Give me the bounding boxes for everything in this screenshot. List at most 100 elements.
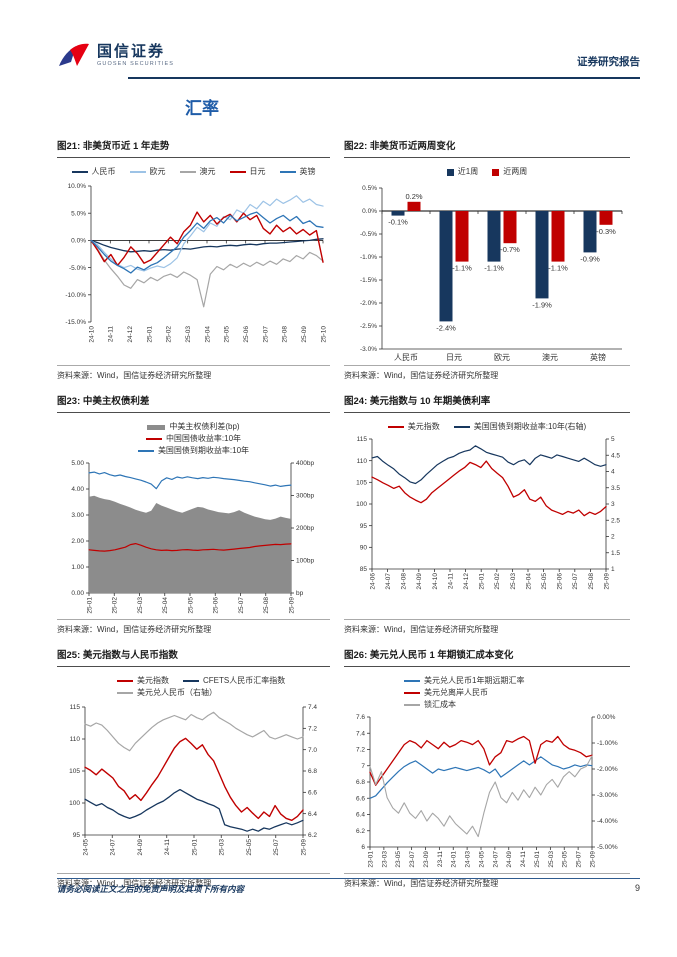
svg-text:24-11: 24-11 bbox=[520, 851, 527, 868]
svg-text:25-04: 25-04 bbox=[525, 573, 532, 590]
svg-text:6.6: 6.6 bbox=[356, 795, 365, 802]
legend-swatch-icon bbox=[387, 426, 404, 428]
svg-text:-0.1%: -0.1% bbox=[388, 218, 408, 227]
svg-text:3.5: 3.5 bbox=[611, 485, 620, 492]
svg-text:23-05: 23-05 bbox=[395, 851, 402, 868]
svg-text:5.0%: 5.0% bbox=[71, 210, 86, 217]
figure-22-title: 图22: 非美货币近两周变化 bbox=[344, 138, 630, 158]
svg-text:25-07: 25-07 bbox=[572, 573, 579, 590]
legend-label: 美国国债到期收益率:10年(右轴) bbox=[473, 422, 587, 431]
svg-text:24-10: 24-10 bbox=[432, 573, 439, 590]
svg-text:25-10: 25-10 bbox=[320, 326, 327, 343]
svg-text:-1.1%: -1.1% bbox=[484, 264, 504, 273]
figure-21-chart: 10.0% 5.0% 0.0% -5.0% -10.0% -15.0%24-10 24-11… bbox=[65, 183, 327, 343]
svg-text:25-07: 25-07 bbox=[238, 597, 245, 614]
svg-text:-0.5%: -0.5% bbox=[360, 231, 377, 238]
svg-text:7.4: 7.4 bbox=[308, 704, 317, 711]
svg-text:24-09: 24-09 bbox=[416, 573, 423, 590]
svg-text:7.6: 7.6 bbox=[356, 714, 365, 721]
svg-text:25-07: 25-07 bbox=[262, 326, 269, 343]
svg-text:25-02: 25-02 bbox=[166, 326, 173, 343]
svg-text:-2.5%: -2.5% bbox=[360, 323, 377, 330]
legend-item: 中美主权债利差(bp) bbox=[147, 421, 240, 433]
legend-label: 日元 bbox=[249, 167, 266, 176]
header-divider bbox=[128, 77, 640, 79]
legend-label: 人民币 bbox=[91, 167, 116, 176]
svg-text:1.00: 1.00 bbox=[71, 564, 84, 571]
legend-item: 美国国债到期收益率:10年(右轴) bbox=[453, 421, 587, 433]
svg-text:人民币: 人民币 bbox=[394, 353, 418, 362]
legend-label: 美元指数 bbox=[407, 422, 440, 431]
legend-swatch-icon bbox=[279, 171, 296, 173]
svg-text:-5.0%: -5.0% bbox=[69, 265, 86, 272]
svg-text:95: 95 bbox=[73, 832, 81, 839]
svg-text:-15.0%: -15.0% bbox=[65, 319, 86, 326]
legend-swatch-icon bbox=[404, 680, 420, 682]
legend-item: 美元指数 bbox=[387, 421, 440, 433]
legend-swatch-icon bbox=[183, 680, 199, 682]
svg-text:-2.4%: -2.4% bbox=[436, 323, 456, 332]
svg-text:6.2: 6.2 bbox=[308, 832, 317, 839]
svg-text:6.4: 6.4 bbox=[308, 811, 317, 818]
svg-text:7.2: 7.2 bbox=[308, 726, 317, 733]
svg-text:25-03: 25-03 bbox=[185, 326, 192, 343]
footer-disclaimer: 请务必阅读正文之后的免责声明及其项下所有内容 bbox=[57, 884, 245, 894]
svg-text:25-01: 25-01 bbox=[534, 851, 541, 868]
figure-23-chart: 5.00 4.00 3.00 2.00 1.00 0.00 400bp 300bp 200bp 1… bbox=[71, 460, 314, 614]
figure-21-legend: 人民币 欧元 澳元 日元 英镑 bbox=[57, 166, 330, 178]
svg-text:24-11: 24-11 bbox=[108, 326, 115, 343]
svg-text:1.5: 1.5 bbox=[611, 550, 620, 557]
svg-text:25-09: 25-09 bbox=[603, 573, 610, 590]
legend-swatch-icon bbox=[404, 704, 420, 706]
svg-text:25-08: 25-08 bbox=[588, 573, 595, 590]
legend-label: 中国国债收益率:10年 bbox=[165, 434, 242, 443]
svg-text:7.2: 7.2 bbox=[356, 747, 365, 754]
svg-text:-4.00%: -4.00% bbox=[597, 818, 618, 825]
svg-text:25-03: 25-03 bbox=[219, 839, 226, 856]
svg-text:0.0%: 0.0% bbox=[71, 238, 86, 245]
svg-text:300bp: 300bp bbox=[296, 493, 314, 500]
section-title: 汇率 bbox=[185, 99, 219, 118]
svg-text:200bp: 200bp bbox=[296, 525, 314, 532]
figure-25-title: 图25: 美元指数与人民币指数 bbox=[57, 647, 330, 667]
legend-swatch-icon bbox=[137, 450, 154, 452]
legend-label: 美元指数 bbox=[137, 676, 169, 685]
figure-26-legend: 美元兑人民币1年期远期汇率 美元兑离岸人民币 锁汇成本 bbox=[344, 675, 630, 711]
legend-label: 英镑 bbox=[299, 167, 316, 176]
svg-text:25-06: 25-06 bbox=[243, 326, 250, 343]
svg-text:25-09: 25-09 bbox=[589, 851, 596, 868]
svg-text:-1.0%: -1.0% bbox=[360, 254, 377, 261]
svg-text:95: 95 bbox=[360, 523, 368, 530]
legend-swatch-icon bbox=[453, 426, 470, 428]
legend-swatch-icon bbox=[117, 692, 133, 694]
legend-item: 美国国债到期收益率:10年 bbox=[137, 445, 249, 457]
figure-25-chart: 115 110 105 100 95 7.4 7.2 7.0 6.8 6.6 6.4 6.2 24-05… bbox=[69, 704, 317, 856]
figure-26-source: 资料来源：Wind，国信证券经济研究所整理 bbox=[344, 873, 630, 889]
svg-text:24-07: 24-07 bbox=[492, 851, 499, 868]
svg-text:25-04: 25-04 bbox=[162, 597, 169, 614]
legend-item: 日元 bbox=[229, 166, 266, 178]
figure-21-title: 图21: 非美货币近 1 年走势 bbox=[57, 138, 330, 158]
legend-swatch-icon bbox=[129, 171, 146, 173]
figure-22: 图22: 非美货币近两周变化 近1周 近两周 0.5% 0.0% -0.5% -1.0%… bbox=[344, 138, 630, 381]
svg-text:23-03: 23-03 bbox=[381, 851, 388, 868]
svg-text:0.00%: 0.00% bbox=[597, 714, 616, 721]
svg-text:25-01: 25-01 bbox=[479, 573, 486, 590]
legend-item: 美元指数 bbox=[117, 675, 169, 687]
svg-text:24-08: 24-08 bbox=[401, 573, 408, 590]
svg-text:100: 100 bbox=[356, 501, 367, 508]
svg-text:6.2: 6.2 bbox=[356, 828, 365, 835]
legend-item: 人民币 bbox=[71, 166, 116, 178]
svg-text:23-11: 23-11 bbox=[437, 851, 444, 868]
legend-label: 美元兑人民币1年期远期汇率 bbox=[424, 676, 525, 685]
svg-text:6.8: 6.8 bbox=[356, 779, 365, 786]
svg-text:24-05: 24-05 bbox=[82, 839, 89, 856]
svg-text:105: 105 bbox=[356, 480, 367, 487]
svg-text:24-10: 24-10 bbox=[88, 326, 95, 343]
svg-text:25-06: 25-06 bbox=[213, 597, 220, 614]
svg-text:110: 110 bbox=[70, 736, 81, 743]
legend-item: 中国国债收益率:10年 bbox=[145, 433, 242, 445]
svg-text:24-06: 24-06 bbox=[369, 573, 376, 590]
svg-text:115: 115 bbox=[70, 704, 81, 711]
legend-item: 近两周 bbox=[492, 166, 527, 178]
